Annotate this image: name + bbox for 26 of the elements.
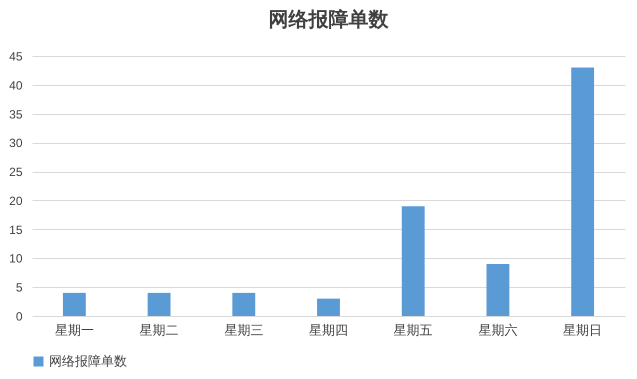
y-tick-label: 10: [9, 252, 23, 266]
x-tick-label: 星期五: [394, 322, 433, 338]
y-tick-label: 35: [9, 107, 23, 122]
y-tick-label: 20: [9, 194, 23, 208]
y-tick-label: 5: [16, 280, 23, 295]
bar: [402, 206, 425, 316]
y-tick-label: 25: [9, 165, 23, 180]
y-tick-label: 40: [9, 78, 23, 92]
y-tick-label: 15: [9, 222, 23, 237]
y-tick-label: 0: [16, 310, 23, 324]
x-tick-label: 星期三: [224, 322, 264, 338]
bar: [486, 264, 510, 316]
x-tick-label: 星期一: [54, 322, 94, 338]
x-tick-label: 星期六: [478, 322, 518, 338]
bar: [317, 298, 340, 316]
y-tick-label: 45: [9, 50, 23, 64]
x-tick-label: 星期四: [309, 322, 348, 338]
bar: [148, 292, 171, 316]
bar: [62, 292, 86, 316]
bar: [232, 292, 256, 316]
bar: [571, 68, 594, 316]
x-tick-label: 星期二: [140, 322, 179, 338]
chart-title: 网络报障单数: [268, 8, 390, 31]
y-tick-label: 30: [9, 136, 23, 150]
x-tick-label: 星期日: [563, 322, 602, 338]
legend-label: 网络报障单数: [49, 354, 127, 368]
